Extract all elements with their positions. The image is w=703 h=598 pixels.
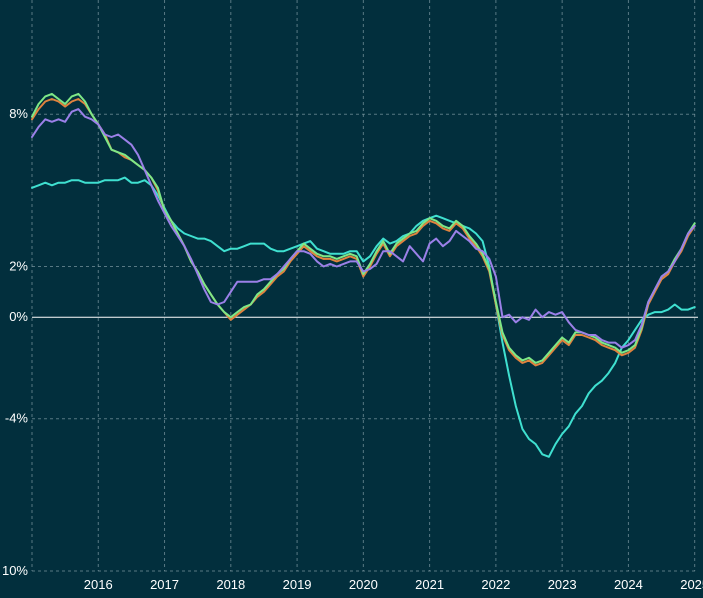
x-tick-label: 2018 [216,577,245,592]
y-tick-label: 8% [9,106,28,121]
y-tick-label: 0% [9,309,28,324]
x-tick-label: 2025 [680,577,703,592]
x-tick-label: 2022 [481,577,510,592]
x-tick-label: 2016 [84,577,113,592]
x-tick-label: 2024 [614,577,643,592]
y-axis-tick-labels: 8% 2% 0% -4% 10% [2,106,28,578]
x-axis-tick-labels: 2016 2017 2018 2019 2020 2021 2022 2023 2024 2025 [84,577,703,592]
series-line-1 [31,176,696,458]
x-tick-label: 2020 [349,577,378,592]
series-lines [31,92,696,458]
x-tick-label: 2019 [283,577,312,592]
y-tick-label: 10% [2,563,28,578]
x-tick-label: 2017 [150,577,179,592]
x-tick-label: 2023 [548,577,577,592]
grid [31,0,698,572]
x-tick-label: 2021 [415,577,444,592]
y-tick-label: 2% [9,258,28,273]
y-tick-label: -4% [5,411,29,426]
series-line-4 [31,108,696,349]
